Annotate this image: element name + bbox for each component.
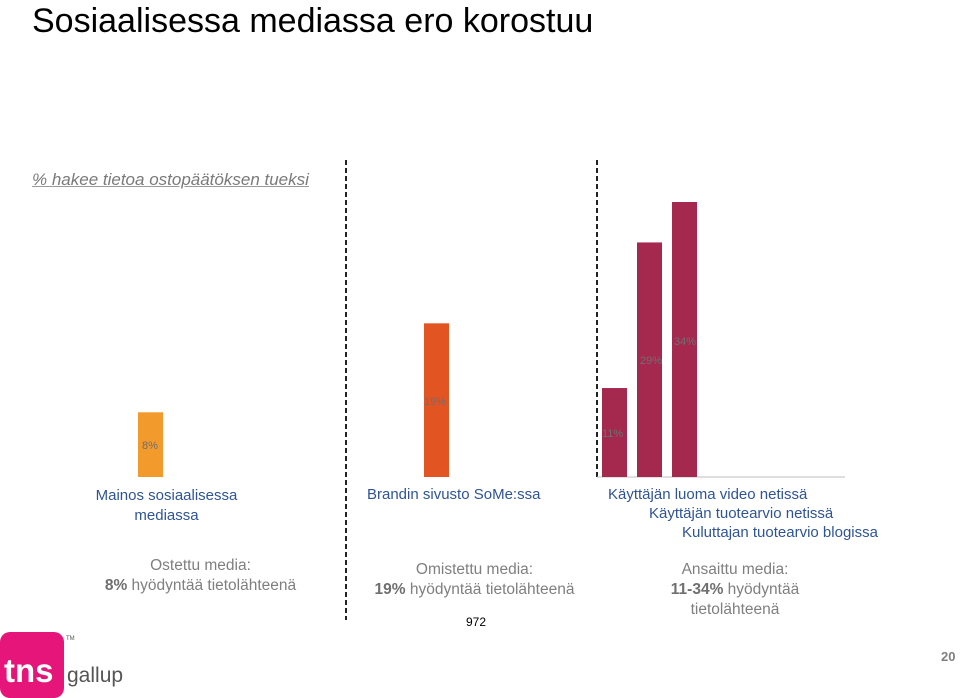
bar-value-label-1-0: 19% — [424, 396, 446, 408]
bar-2-0 — [602, 388, 627, 477]
bar-0-0 — [138, 412, 163, 477]
logo-brand-text: tns — [4, 652, 54, 689]
category-label-blog-review: Kuluttajan tuotearvio blogissa — [682, 524, 878, 541]
bought-media-value: 8% — [104, 577, 128, 594]
owned-media-label: Omistettu media: — [415, 561, 534, 578]
footnote: 972 — [466, 615, 487, 629]
chart-subtitle: % hakee tietoa ostopäätöksen tueksi — [32, 170, 309, 189]
owned-media-description: Omistettu media: 19% hyödyntää tietoläht… — [352, 560, 597, 600]
logo-tm-text: TM — [66, 636, 75, 642]
bar-2-1 — [637, 242, 662, 477]
category-label-ads-line1: Mainos sosiaalisessa — [95, 487, 238, 504]
earned-media-value: 11-34% — [670, 581, 724, 598]
earned-media-suffix-line2: tietolähteenä — [690, 601, 780, 618]
category-label-brand-site: Brandin sivusto SoMe:ssa — [367, 486, 541, 503]
bar-value-label-2-0: 11% — [602, 428, 623, 440]
category-label-ads: Mainos sosiaalisessa mediassa — [84, 486, 249, 526]
owned-media-value: 19% — [374, 581, 406, 598]
logo-sub-text: gallup — [67, 664, 123, 687]
category-label-ads-line2: mediassa — [134, 507, 199, 524]
earned-media-label: Ansaittu media: — [681, 561, 789, 578]
page-number: 20 — [941, 649, 956, 664]
category-label-user-review: Käyttäjän tuotearvio netissä — [649, 505, 834, 522]
category-label-user-video: Käyttäjän luoma video netissä — [608, 486, 808, 503]
bar-value-label-2-1: 29% — [640, 355, 662, 367]
earned-media-description: Ansaittu media: 11-34% hyödyntää tietolä… — [630, 560, 840, 620]
bar-value-label-2-2: 34% — [674, 336, 696, 348]
earned-media-suffix: hyödyntää — [727, 581, 800, 598]
bought-media-label: Ostettu media: — [150, 557, 251, 574]
bought-media-description: Ostettu media: 8% hyödyntää tietolähteen… — [78, 556, 323, 596]
page-title: Sosiaalisessa mediassa ero korostuu — [32, 2, 594, 40]
owned-media-suffix: hyödyntää tietolähteenä — [409, 581, 575, 598]
tns-gallup-logo: tns TM gallup — [0, 632, 123, 698]
bar-1-0 — [424, 323, 449, 477]
bar-2-2 — [672, 202, 697, 477]
bar-value-label-0-0: 8% — [142, 440, 158, 452]
bought-media-suffix: hyödyntää tietolähteenä — [131, 577, 297, 594]
